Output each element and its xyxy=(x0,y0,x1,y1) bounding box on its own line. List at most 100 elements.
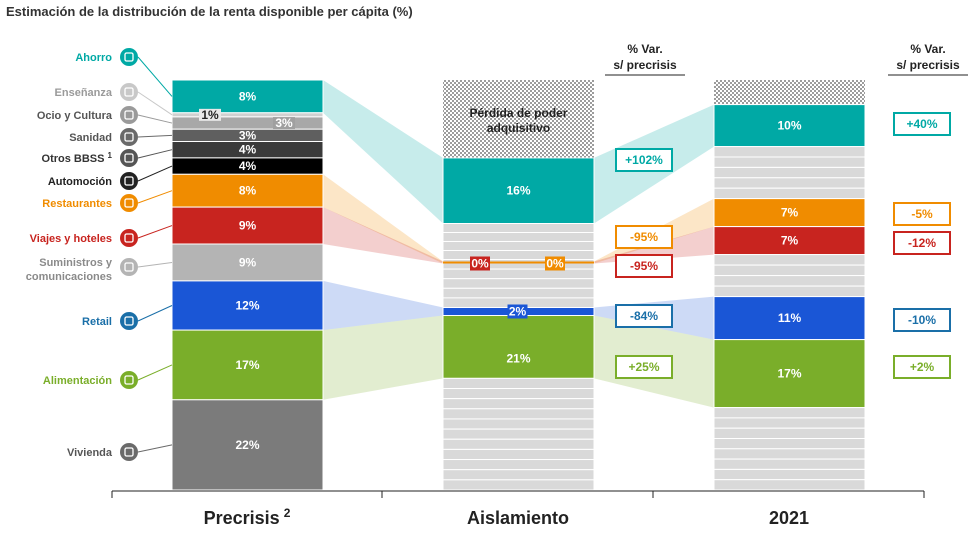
var-header-aislamiento-line1: % Var. xyxy=(627,42,662,56)
bar-2021-viajes xyxy=(713,226,866,256)
flow-pre-ais-retail xyxy=(323,280,443,331)
viajes-icon xyxy=(120,229,138,247)
bar-label-2021-restaurantes: 7% xyxy=(781,206,799,220)
connector-sanidad xyxy=(137,134,173,138)
bar-label-precrisis-otros: 4% xyxy=(239,143,257,157)
category-label-alimentacion: Alimentación xyxy=(43,375,112,387)
chart-title: Estimación de la distribución de la rent… xyxy=(6,4,413,19)
category-label-suministros-line1: Suministros y xyxy=(39,257,113,269)
bar-label-precrisis-suministros: 9% xyxy=(239,255,257,269)
bar-other-a3-1 xyxy=(442,388,595,400)
var-header-aislamiento-line2: s/ precrisis xyxy=(613,58,677,72)
viajes-icon-glyph xyxy=(124,233,134,243)
bar-precrisis-ahorro xyxy=(171,79,324,114)
bar-aislamiento-alimentacion xyxy=(442,315,595,379)
restaurantes-icon-glyph xyxy=(124,198,134,208)
category-label-vivienda: Vivienda xyxy=(67,447,113,459)
vivienda-icon xyxy=(120,443,138,461)
var-aislamiento-restaurantes-box xyxy=(615,225,673,249)
var-2021-viajes: -12% xyxy=(908,236,936,250)
connector-restaurantes xyxy=(137,190,173,204)
bar-other-a2-2 xyxy=(442,278,595,289)
ahorro-icon-glyph xyxy=(124,52,134,62)
var-header-2021-line1: % Var. xyxy=(910,42,945,56)
bar-precrisis-retail xyxy=(171,280,324,331)
bar-other-b3-2 xyxy=(713,427,866,440)
var-aislamiento-retail: -84% xyxy=(630,309,658,323)
bar-other-b2-0 xyxy=(713,254,866,266)
labels: 8%1%3%3%4%4%8%9%9%12%17%22%Pérdida de po… xyxy=(26,42,968,528)
bar-other-a2-1 xyxy=(442,268,595,280)
bar-2021-ahorro xyxy=(713,104,866,148)
category-label-suministros-line2: comunicaciones xyxy=(26,271,112,283)
bar-other-a3-9 xyxy=(442,469,595,481)
ocio-icon-glyph xyxy=(124,110,134,120)
category-label-enseñanza: Enseñanza xyxy=(55,87,113,99)
bar-other-b3-0 xyxy=(713,407,866,419)
bar-aislamiento-zero-line-top xyxy=(443,261,594,264)
bar-other-a3-5 xyxy=(442,428,595,440)
x-tick-label-2: 2021 xyxy=(769,508,809,528)
category-label-retail: Retail xyxy=(82,316,112,328)
var-aislamiento-alimentacion-box xyxy=(615,355,673,379)
bar-label-2021-ahorro: 10% xyxy=(777,119,801,133)
bar-other-b3-7 xyxy=(713,479,866,491)
vivienda-icon-glyph xyxy=(124,447,134,457)
bar-other-b3-6 xyxy=(713,468,866,481)
bar-label-aislamiento-restaurantes-bg xyxy=(545,256,565,271)
connector-retail xyxy=(137,305,173,322)
bars xyxy=(171,79,866,491)
bar-other-b2-1 xyxy=(713,264,866,277)
var-2021-retail: -10% xyxy=(908,313,936,327)
bar-other-a1-2 xyxy=(442,241,595,251)
var-header-2021-line2: s/ precrisis xyxy=(896,58,960,72)
var-2021-viajes-box xyxy=(893,231,951,255)
flow-pre-ais-ahorro xyxy=(323,80,443,224)
alimentacion-icon-glyph xyxy=(124,375,134,385)
ocio-icon xyxy=(120,106,138,124)
lost-label-line2: adquisitivo xyxy=(487,121,550,135)
bar-other-b1-0 xyxy=(713,146,866,158)
bar-lost-2021 xyxy=(714,80,865,105)
connector-viajes xyxy=(137,225,173,239)
bar-label-precrisis-vivienda: 22% xyxy=(235,438,259,452)
bar-label-precrisis-viajes: 9% xyxy=(239,219,257,233)
connector-alimentacion xyxy=(137,364,173,381)
connector-automocion xyxy=(137,165,173,182)
bar-label-precrisis-alimentacion: 17% xyxy=(235,358,259,372)
var-2021-ahorro: +40% xyxy=(906,117,937,131)
otros-icon-glyph xyxy=(124,153,134,163)
bar-2021-alimentacion xyxy=(713,339,866,409)
bar-other-b1-1 xyxy=(713,156,866,168)
bar-label-2021-alimentacion: 17% xyxy=(777,367,801,381)
enseñanza-icon xyxy=(120,83,138,101)
bar-precrisis-enseñanza-label-bg xyxy=(199,108,221,121)
bar-other-b2-3 xyxy=(713,285,866,298)
bar-other-b3-3 xyxy=(713,438,866,450)
category-label-otros: Otros BBSS 1 xyxy=(42,151,113,165)
bar-other-a3-2 xyxy=(442,398,595,410)
bar-label-precrisis-retail: 12% xyxy=(235,299,259,313)
var-2021-restaurantes-box xyxy=(893,202,951,226)
bar-other-a3-4 xyxy=(442,418,595,430)
bar-label-precrisis-restaurantes: 8% xyxy=(239,184,257,198)
connector-otros xyxy=(137,149,173,159)
bar-other-b3-5 xyxy=(713,458,866,470)
bar-other-a3-10 xyxy=(442,479,595,491)
connector-suministros xyxy=(137,261,173,268)
connector-enseñanza xyxy=(137,91,173,116)
bar-label-precrisis-ahorro: 8% xyxy=(239,89,257,103)
connector-vivienda xyxy=(137,444,173,453)
bar-2021-retail xyxy=(713,296,866,341)
connector-ahorro xyxy=(137,56,173,97)
otros-icon xyxy=(120,149,138,167)
sanidad-icon xyxy=(120,128,138,146)
bar-label-aislamiento-ahorro: 16% xyxy=(506,184,530,198)
suministros-icon xyxy=(120,258,138,276)
bar-other-b3-4 xyxy=(713,448,866,460)
bar-other-b1-4 xyxy=(713,187,866,200)
bar-other-a3-8 xyxy=(442,459,595,471)
bar-other-a1-0 xyxy=(442,223,595,233)
flow-pre-ais-restaurantes xyxy=(323,174,443,264)
bar-aislamiento-ahorro xyxy=(442,157,595,224)
